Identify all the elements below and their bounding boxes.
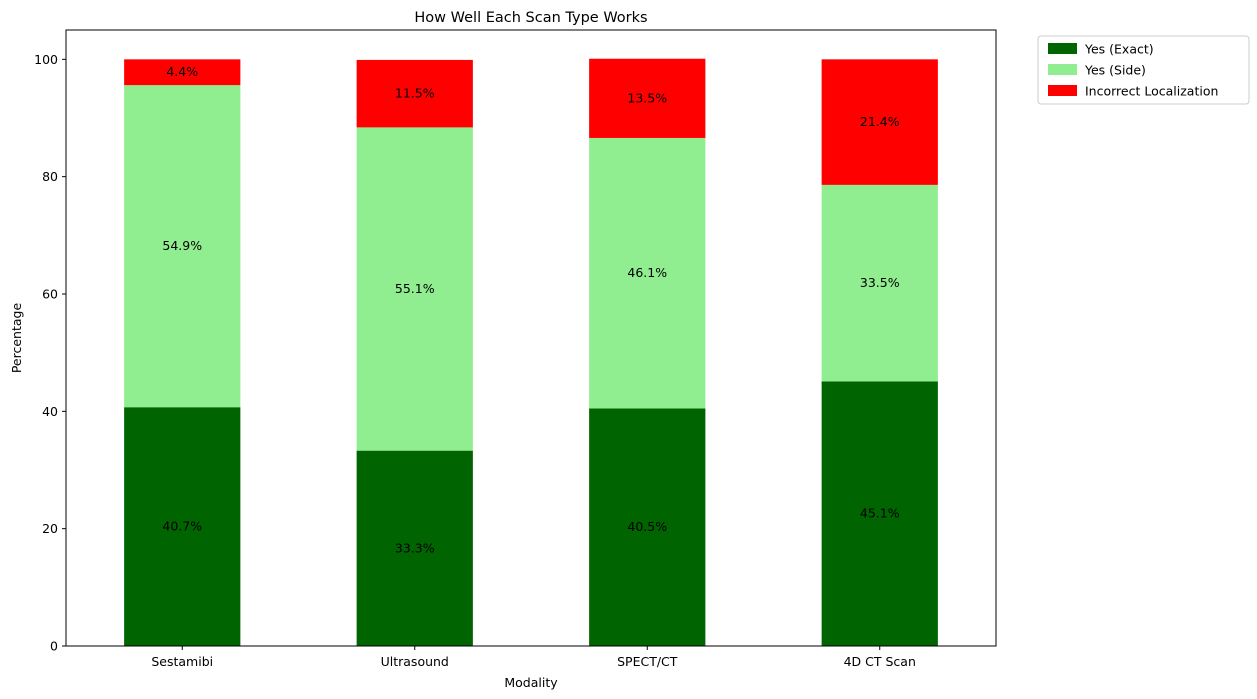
data-label: 45.1% [860, 506, 900, 521]
bar-segment-3-1 [124, 59, 241, 86]
data-label: 33.3% [395, 540, 435, 555]
y-tick-label: 80 [42, 169, 58, 184]
y-tick-label: 60 [42, 287, 58, 302]
y-tick-label: 40 [42, 404, 58, 419]
data-label: 13.5% [627, 90, 667, 105]
y-tick-label: 0 [50, 639, 58, 654]
legend-box [1037, 35, 1250, 105]
bar-segment-1-2 [356, 450, 473, 646]
y-tick-label: 100 [34, 52, 58, 67]
data-label: 33.5% [860, 275, 900, 290]
legend: Yes (Exact) Yes (Side) Incorrect Localizat… [1037, 35, 1250, 105]
bar-segment-2-1 [124, 85, 241, 408]
bar-segment-3-2 [356, 59, 473, 128]
plot-frame [65, 29, 997, 647]
x-tick-label: Sestamibi [151, 654, 213, 669]
chart-title: How Well Each Scan Type Works [414, 10, 647, 26]
data-label: 54.9% [162, 238, 202, 253]
data-label: 40.5% [627, 519, 667, 534]
bar-segment-3-3 [589, 58, 706, 138]
y-axis-label: Percentage [9, 303, 24, 374]
data-label: 4.4% [166, 64, 198, 79]
x-axis-label: Modality [504, 675, 558, 690]
bar-segment-1-1 [124, 407, 241, 646]
y-tick-label: 20 [42, 521, 58, 536]
legend-swatch [1048, 64, 1077, 75]
bar-segment-3-4 [821, 59, 938, 185]
x-tick-label: Ultrasound [381, 654, 449, 669]
data-label: 46.1% [627, 265, 667, 280]
x-tick-label: SPECT/CT [617, 654, 678, 669]
legend-entry: Incorrect Localization [1085, 84, 1218, 99]
bar-segment-2-2 [356, 127, 473, 451]
bar-segment-2-3 [589, 137, 706, 409]
x-tick-label: 4D CT Scan [844, 654, 916, 669]
legend-entry: Yes (Exact) [1084, 42, 1154, 57]
legend-swatch [1048, 85, 1077, 96]
data-label: 21.4% [860, 114, 900, 129]
data-label: 55.1% [395, 281, 435, 296]
plot-area: 40.7% 54.9% 4.4% 33.3% 55.1% 11.5% 40.5% 46.1% 1… [34, 29, 997, 669]
data-label: 40.7% [162, 519, 202, 534]
legend-entry: Yes (Side) [1084, 63, 1146, 78]
bar-segment-1-4 [821, 381, 938, 646]
legend-swatch [1048, 43, 1077, 54]
bar-segment-1-3 [589, 408, 706, 646]
data-label: 11.5% [395, 86, 435, 101]
bar-segment-2-4 [821, 184, 938, 382]
